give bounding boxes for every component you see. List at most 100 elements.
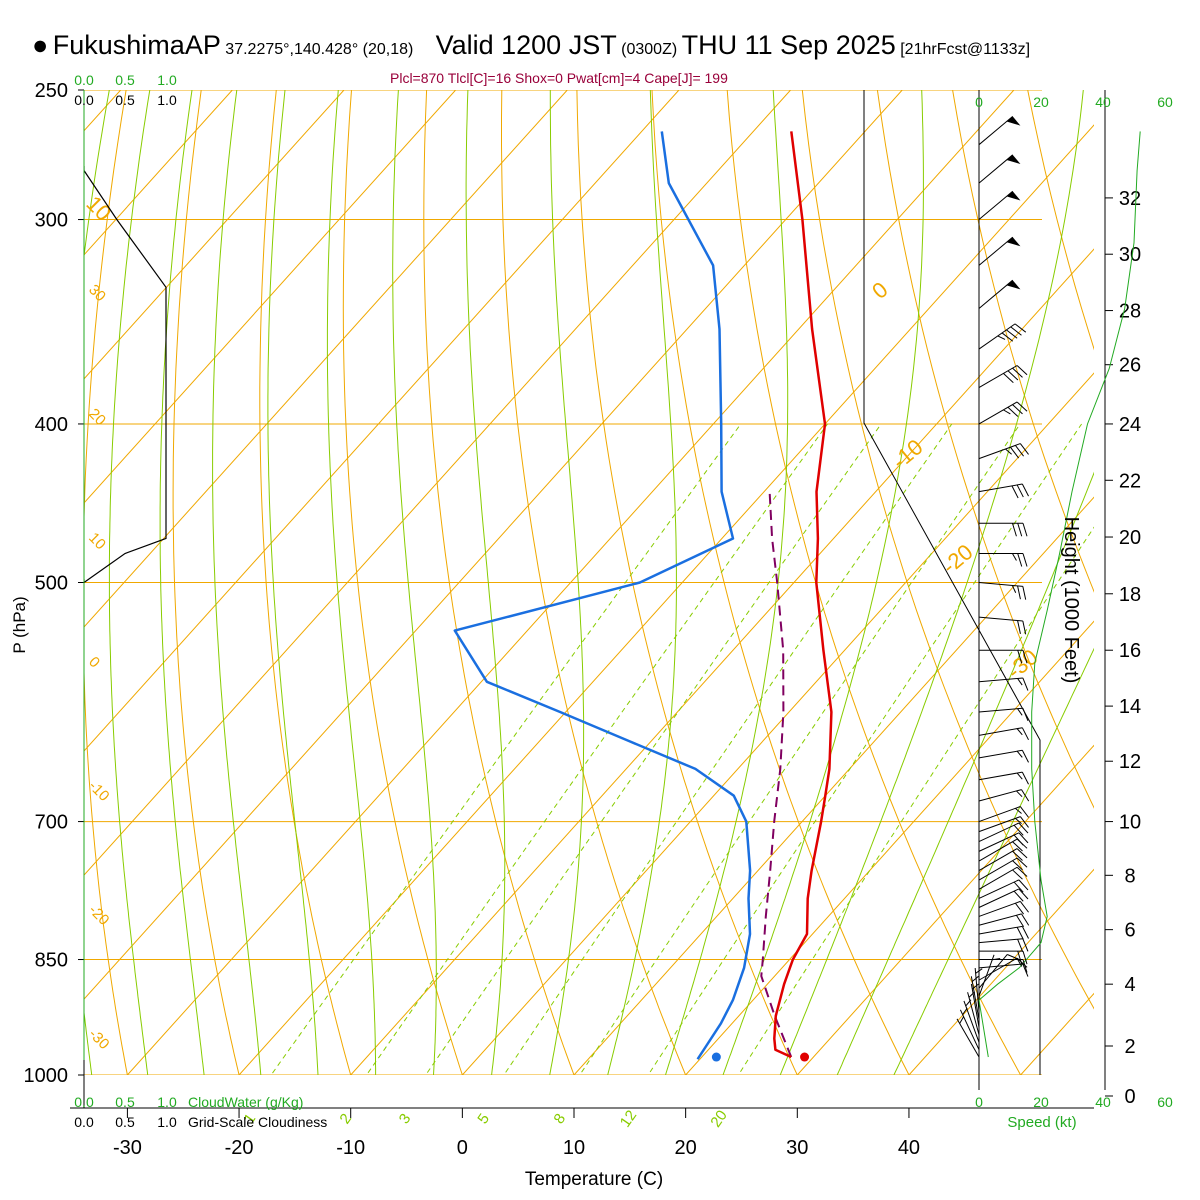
wind-barb-feather	[1006, 329, 1018, 339]
wind-barb-feather	[971, 975, 979, 982]
wind-barb-feather	[1012, 404, 1023, 415]
wind-barb	[978, 749, 1029, 763]
wind-barb-feather	[1016, 866, 1028, 877]
wind-barb	[979, 959, 1028, 973]
wind-barb-staff	[978, 879, 1020, 899]
height-tick-label: 30	[1119, 244, 1141, 266]
wind-barb-pennant	[1006, 237, 1021, 247]
wind-barb	[978, 279, 1021, 309]
wind-barb	[978, 771, 1029, 785]
wind-barb-staff	[978, 866, 1018, 890]
sounding-parameters: Plcl=870 Tlcl[C]=16 Shox=0 Pwat[cm]=4 Ca…	[390, 70, 728, 86]
wind-barb	[978, 879, 1029, 899]
mixing-ratio-label: 12	[617, 1107, 640, 1130]
wind-speed-tick-top: 60	[1157, 94, 1173, 110]
moist-adiabat-line	[159, 90, 205, 1075]
wind-barb-feather	[1021, 771, 1029, 785]
wind-barb	[978, 582, 1027, 600]
wind-barb-feather	[1016, 857, 1028, 868]
wind-barb-staff	[978, 154, 1014, 184]
temperature-tick-label: 0	[457, 1137, 468, 1159]
surface-temperature-dot	[800, 1052, 810, 1062]
wind-barb-pennant	[1006, 116, 1021, 126]
wind-barb-feather	[1013, 834, 1024, 846]
wind-barb-feather	[1014, 323, 1027, 333]
wind-barb-pennant	[1006, 191, 1021, 201]
cloudiness-tick-bottom: 0.0	[74, 1114, 94, 1130]
wind-barb-staff	[978, 789, 1022, 802]
temperature-tick-label: -10	[336, 1137, 365, 1159]
wind-barb-feather	[1017, 650, 1023, 664]
station-name: FukushimaAP	[52, 30, 221, 60]
height-tick-label: 26	[1119, 355, 1141, 377]
wind-barb-feather	[1011, 485, 1019, 499]
wind-barb-feather	[1011, 523, 1017, 537]
wind-barb-staff	[970, 976, 980, 1020]
mixing-ratio-line	[503, 423, 953, 1075]
wind-barb-staff	[978, 925, 1023, 935]
wind-barb	[978, 616, 1027, 635]
wind-barb-staff	[978, 816, 1021, 833]
wind-barb-feather	[997, 335, 1006, 340]
wind-barb	[978, 677, 1029, 691]
cloud-water-tick-top: 0.0	[74, 72, 94, 88]
wind-barb-staff	[978, 323, 1016, 350]
isotherm-label: -20	[85, 902, 112, 929]
wind-speed-tick-bottom: 20	[1033, 1094, 1049, 1110]
wind-barb-feather	[1011, 585, 1017, 593]
dry-adiabat-line	[501, 90, 687, 1075]
wind-barb	[978, 483, 1029, 499]
wind-barb-staff	[978, 443, 1021, 460]
dry-adiabat-line	[801, 90, 1094, 1010]
cloud-water-tick-top: 0.5	[115, 72, 135, 88]
moist-adiabat-line	[108, 90, 151, 1075]
wind-barb-staff	[963, 1000, 980, 1043]
wind-barb-feather	[1012, 860, 1023, 871]
wind-barb-feather	[975, 968, 983, 974]
pressure-tick-label: 300	[35, 210, 68, 232]
wind-barb-staff	[967, 992, 980, 1035]
wind-barb	[978, 822, 1029, 843]
dry-adiabat-line	[1096, 61, 1200, 1110]
wind-barb-feather	[1022, 708, 1029, 721]
wind-speed-tick-top: 0	[975, 94, 983, 110]
dewpoint-profile	[453, 131, 752, 1060]
wind-barb-feather	[1018, 879, 1029, 891]
wind-barb-staff	[978, 236, 1014, 266]
wind-barb-feather	[1016, 728, 1023, 736]
pressure-tick-label: 850	[35, 950, 68, 972]
height-tick-label: 4	[1124, 974, 1135, 996]
dry-adiabat-label: 10	[81, 191, 116, 226]
mixing-ratio-line	[365, 423, 828, 1075]
wind-barb-staff	[978, 749, 1023, 759]
wind-barb-staff	[978, 483, 1023, 493]
cloud-water-tick-bottom: 1.0	[157, 1094, 177, 1110]
wind-barb-feather	[1015, 807, 1022, 814]
wind-barb-staff	[970, 983, 980, 1028]
wind-barb-feather	[1005, 448, 1012, 455]
moist-adiabat-line	[779, 90, 1084, 1075]
dry-adiabat-label: 0	[867, 277, 892, 304]
cloud-water-tick-bottom: 0.0	[74, 1094, 94, 1110]
wind-barb-pennant	[1006, 154, 1021, 165]
grid-boundary	[863, 90, 1041, 1075]
cloudiness-tick-bottom: 0.5	[115, 1114, 135, 1130]
mixing-ratio-label: 2	[336, 1111, 355, 1128]
temperature-profile	[773, 131, 833, 1059]
wind-barb	[978, 963, 1029, 977]
wind-barb-feather	[1017, 959, 1023, 967]
dry-adiabat-line	[1171, 61, 1200, 1110]
wind-barb-staff	[978, 963, 1023, 969]
wind-barb-feather	[1021, 926, 1029, 939]
wind-barb	[978, 866, 1028, 890]
isotherm-label: 30	[85, 281, 109, 305]
wind-barb-feather	[1021, 483, 1029, 497]
isotherm-line	[84, 90, 680, 752]
cloudiness-label: Grid-Scale Cloudiness	[188, 1114, 327, 1130]
forecast-info: [21hrFcst@1133z]	[900, 41, 1031, 58]
wind-barb-feather	[1016, 848, 1028, 859]
isotherm-line	[908, 868, 1094, 1075]
isotherm-line	[461, 372, 1094, 1075]
wind-speed-tick-bottom: 60	[1157, 1094, 1173, 1110]
wind-barb-staff	[978, 848, 1018, 872]
